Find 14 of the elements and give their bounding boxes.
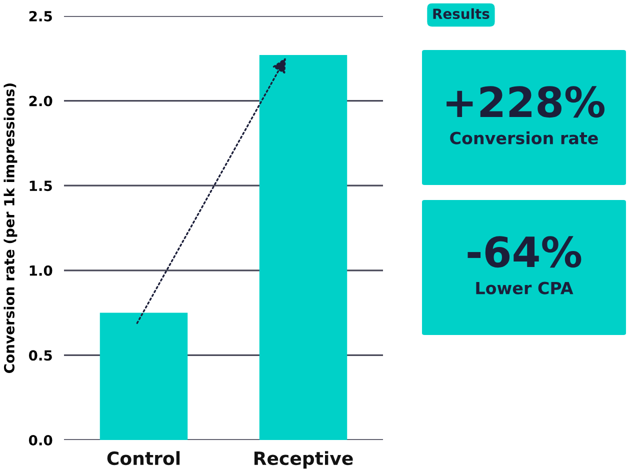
text: +228%: [446, 86, 604, 118]
y-tick-label: 0.5: [28, 350, 52, 361]
y-tick-label: 1.0: [30, 265, 52, 276]
y-tick-label: 1.5: [30, 180, 52, 192]
x-tick-label: Control: [107, 451, 180, 466]
y-tick-label: 0.0: [28, 434, 52, 446]
y-axis-title: Conversion rate (per 1k impressions): [4, 84, 18, 373]
y-tick-label: 2.5: [29, 10, 52, 22]
text: Conversion rate: [450, 131, 598, 144]
x-tick-label: Receptive: [254, 451, 353, 469]
text: -64%: [468, 236, 582, 268]
text: Lower CPA: [476, 282, 574, 294]
text: Results: [433, 8, 490, 20]
y-tick-label: 2.0: [29, 96, 52, 106]
